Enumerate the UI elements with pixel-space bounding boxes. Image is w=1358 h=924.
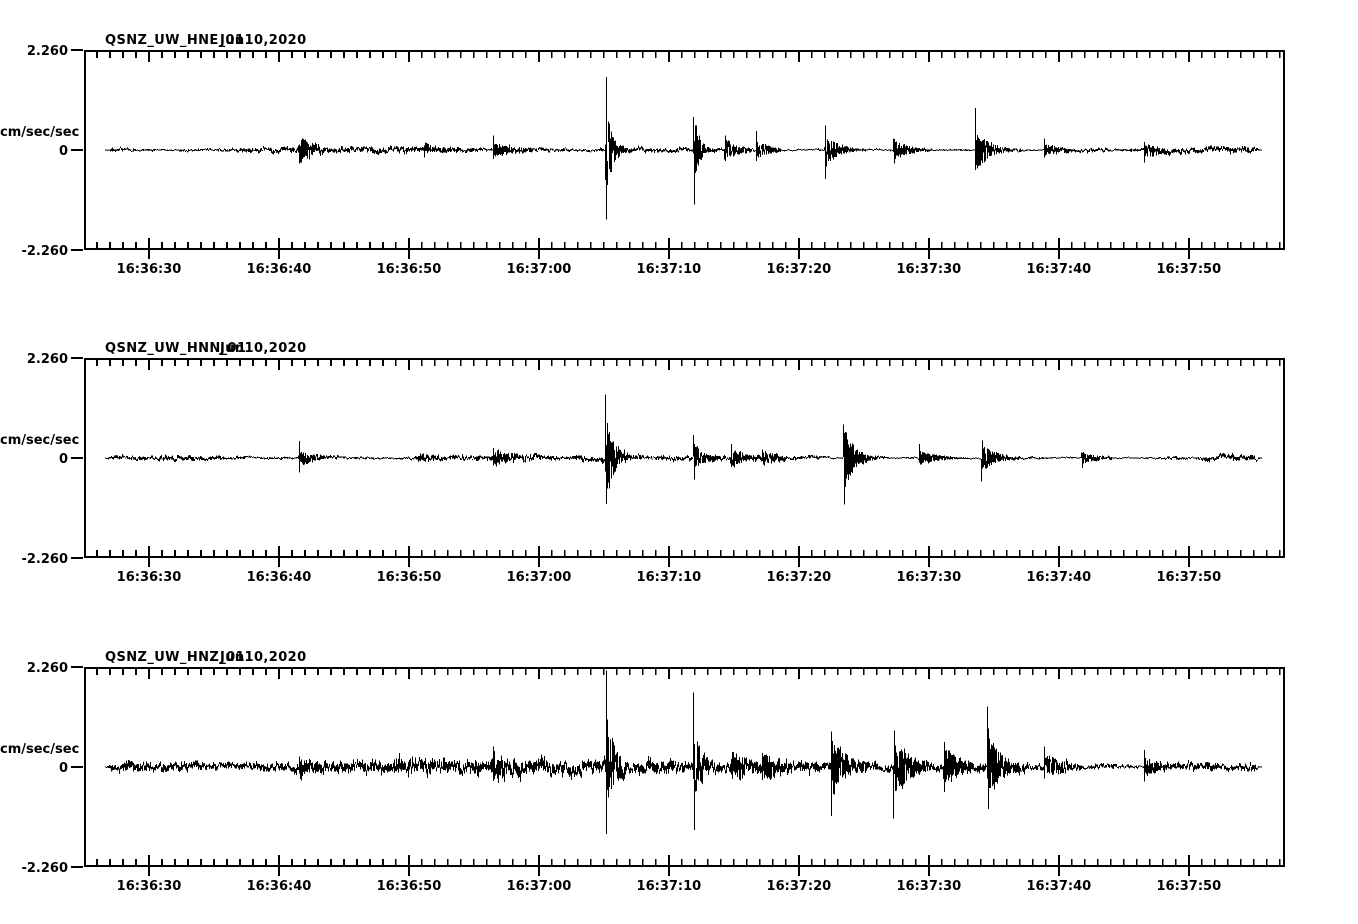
y-tick-max-hnn: 2.260 <box>26 352 68 367</box>
y-axis-unit-hne: cm/sec/sec <box>0 125 80 140</box>
y-tick-max-hne: 2.260 <box>26 44 68 59</box>
y-tick-zero-hnn: 0 <box>58 452 68 467</box>
y-tick-min-hnn: -2.260 <box>21 552 68 567</box>
x-tick-label: 16:36:50 <box>376 570 442 585</box>
x-tick-label: 16:36:40 <box>246 262 312 277</box>
date-label-hne: Jun10,2020 <box>220 33 307 48</box>
x-tick-label: 16:37:00 <box>506 879 572 894</box>
waveform-path <box>105 394 1262 505</box>
x-tick-label: 16:37:40 <box>1026 879 1092 894</box>
x-tick-label: 16:37:30 <box>896 262 962 277</box>
x-tick-label: 16:36:30 <box>116 570 182 585</box>
waveform-path <box>105 77 1262 220</box>
x-tick-label: 16:37:20 <box>766 879 832 894</box>
x-tick-label: 16:37:10 <box>636 570 702 585</box>
x-tick-label: 16:37:20 <box>766 570 832 585</box>
y-axis-unit-hnz: cm/sec/sec <box>0 742 80 757</box>
channel-title-hne: QSNZ_UW_HNE_01 <box>105 33 245 48</box>
x-tick-label: 16:37:00 <box>506 570 572 585</box>
x-tick-label: 16:36:40 <box>246 879 312 894</box>
y-tick-zero-hne: 0 <box>58 144 68 159</box>
x-tick-label: 16:37:50 <box>1156 262 1222 277</box>
x-tick-label: 16:37:30 <box>896 879 962 894</box>
x-tick-label: 16:36:50 <box>376 879 442 894</box>
y-tick-max-hnz: 2.260 <box>26 661 68 676</box>
x-tick-label: 16:37:10 <box>636 879 702 894</box>
y-tick-min-hnz: -2.260 <box>21 861 68 876</box>
channel-title-hnz: QSNZ_UW_HNZ_01 <box>105 650 245 665</box>
x-tick-label: 16:37:00 <box>506 262 572 277</box>
channel-title-hnn: QSNZ_UW_HNN_01 <box>105 341 247 356</box>
x-tick-label: 16:36:40 <box>246 570 312 585</box>
x-tick-label: 16:37:10 <box>636 262 702 277</box>
y-tick-zero-hnz: 0 <box>58 761 68 776</box>
date-label-hnn: Jun10,2020 <box>220 341 307 356</box>
y-axis-unit-hnn: cm/sec/sec <box>0 433 80 448</box>
x-tick-label: 16:37:50 <box>1156 879 1222 894</box>
date-label-hnz: Jun10,2020 <box>220 650 307 665</box>
waveform-path <box>105 670 1262 834</box>
x-tick-label: 16:37:40 <box>1026 570 1092 585</box>
x-tick-label: 16:37:40 <box>1026 262 1092 277</box>
x-tick-label: 16:37:30 <box>896 570 962 585</box>
x-tick-label: 16:36:30 <box>116 262 182 277</box>
x-tick-label: 16:36:50 <box>376 262 442 277</box>
x-tick-label: 16:37:50 <box>1156 570 1222 585</box>
y-tick-min-hne: -2.260 <box>21 244 68 259</box>
x-tick-label: 16:37:20 <box>766 262 832 277</box>
x-tick-label: 16:36:30 <box>116 879 182 894</box>
